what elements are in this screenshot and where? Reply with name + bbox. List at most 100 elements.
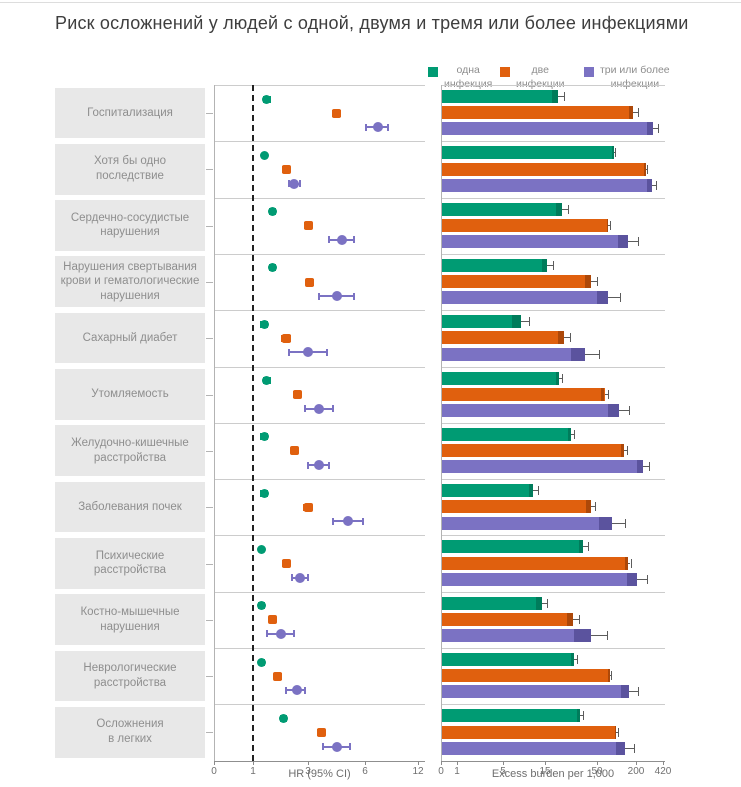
hr-marker — [303, 221, 313, 231]
legend-item: три или более инфекции — [584, 64, 670, 91]
burden-error-whisker — [608, 224, 610, 226]
burden-bar-error-segment — [608, 669, 610, 683]
hr-axis-title: HR (95% CI) — [288, 768, 351, 780]
burden-axis-tick-label: 15 — [539, 765, 551, 777]
row-separator — [214, 366, 425, 368]
hr-axis-tick — [214, 760, 215, 765]
hr-ci-cap — [287, 180, 290, 188]
hr-marker — [289, 446, 299, 456]
hr-ci-cap — [304, 686, 307, 694]
row-separator — [214, 591, 425, 593]
category-label-box: Костно-мышечные нарушения — [55, 594, 205, 645]
hr-marker — [281, 333, 291, 343]
category-label-box: Заболевания почек — [55, 481, 205, 533]
category-label-box: Желудочно-кишечные расстройства — [55, 425, 205, 477]
burden-bar — [442, 653, 575, 666]
burden-bar-error-segment — [616, 741, 626, 755]
burden-bar — [442, 669, 610, 683]
burden-error-whisker — [583, 546, 588, 548]
hr-ci-cap — [290, 574, 293, 582]
burden-error-cap — [574, 429, 576, 439]
burden-error-whisker — [652, 128, 659, 130]
burden-bar — [442, 460, 644, 474]
hr-axis-tick — [253, 760, 254, 765]
hr-ci-cap — [331, 405, 334, 413]
burden-error-whisker — [572, 618, 579, 620]
burden-bar — [442, 218, 609, 232]
burden-axis-tick — [663, 760, 664, 765]
hr-marker — [303, 347, 313, 358]
hr-marker — [305, 277, 315, 287]
legend-label: три или более инфекции — [600, 64, 670, 90]
burden-bar-error-segment — [574, 629, 591, 643]
row-axis-tick — [206, 338, 213, 340]
hr-marker — [259, 319, 269, 329]
burden-error-whisker — [633, 112, 638, 114]
row-axis-tick — [206, 676, 213, 678]
legend-item: одна инфекция — [428, 64, 492, 91]
category-label: Осложнения в легких — [96, 718, 164, 746]
burden-axis-tick-label: 420 — [654, 765, 672, 777]
burden-error-whisker — [580, 715, 584, 717]
hr-marker — [292, 685, 302, 696]
burden-error-cap — [630, 558, 632, 568]
hr-marker — [259, 150, 269, 160]
burden-bar-error-segment — [586, 500, 591, 514]
row-axis-tick — [206, 507, 213, 509]
row-separator — [441, 422, 665, 424]
burden-error-cap — [587, 542, 589, 552]
burden-bar — [442, 596, 542, 610]
hr-marker — [316, 727, 326, 737]
row-axis-tick — [206, 225, 213, 227]
burden-error-whisker — [557, 96, 564, 97]
hr-ci-cap — [364, 123, 367, 131]
burden-bar-error-segment — [578, 540, 584, 554]
hr-marker — [331, 291, 342, 302]
hr-marker — [337, 234, 348, 245]
burden-bar — [442, 258, 548, 272]
legend-label: две инфекции — [516, 64, 565, 90]
burden-error-whisker — [559, 377, 563, 379]
burden-axis-tick-label: 200 — [627, 765, 645, 777]
burden-error-whisker — [624, 450, 628, 451]
burden-bar — [442, 162, 646, 176]
burden-bar — [442, 556, 628, 570]
burden-bar-error-segment — [570, 347, 585, 361]
hr-marker — [267, 263, 277, 273]
burden-error-cap — [647, 164, 649, 174]
burden-error-cap — [569, 333, 571, 343]
legend-item: две инфекции — [500, 64, 564, 91]
burden-bar — [442, 484, 534, 498]
hr-marker — [342, 516, 353, 527]
category-label-box: Утомляемость — [55, 369, 205, 420]
hr-marker — [294, 572, 305, 583]
hr-ci-cap — [348, 743, 351, 751]
hr-ci-cap — [386, 123, 389, 131]
row-separator — [441, 760, 665, 762]
burden-bar-error-segment — [529, 484, 534, 498]
hr-marker — [273, 671, 283, 681]
burden-error-whisker — [590, 281, 597, 283]
burden-bar — [442, 275, 591, 289]
burden-bar-error-segment — [568, 427, 572, 441]
burden-bar — [442, 500, 591, 514]
burden-bar — [442, 122, 653, 136]
burden-error-whisker — [533, 490, 538, 492]
row-axis-tick — [206, 450, 213, 452]
hr-ci-cap — [304, 405, 307, 413]
hr-marker — [256, 544, 266, 554]
burden-error-cap — [617, 727, 619, 737]
burden-bar — [442, 291, 609, 305]
burden-bar — [442, 331, 564, 345]
burden-error-cap — [637, 237, 639, 246]
burden-error-whisker — [643, 466, 650, 468]
burden-error-cap — [625, 518, 627, 528]
row-axis-tick — [206, 282, 213, 284]
burden-axis-tick — [441, 760, 442, 765]
category-label: Костно-мышечные нарушения — [80, 605, 180, 633]
row-separator — [441, 253, 665, 255]
hr-ci-cap — [362, 517, 365, 525]
row-separator — [214, 85, 425, 86]
hr-marker — [259, 432, 269, 442]
